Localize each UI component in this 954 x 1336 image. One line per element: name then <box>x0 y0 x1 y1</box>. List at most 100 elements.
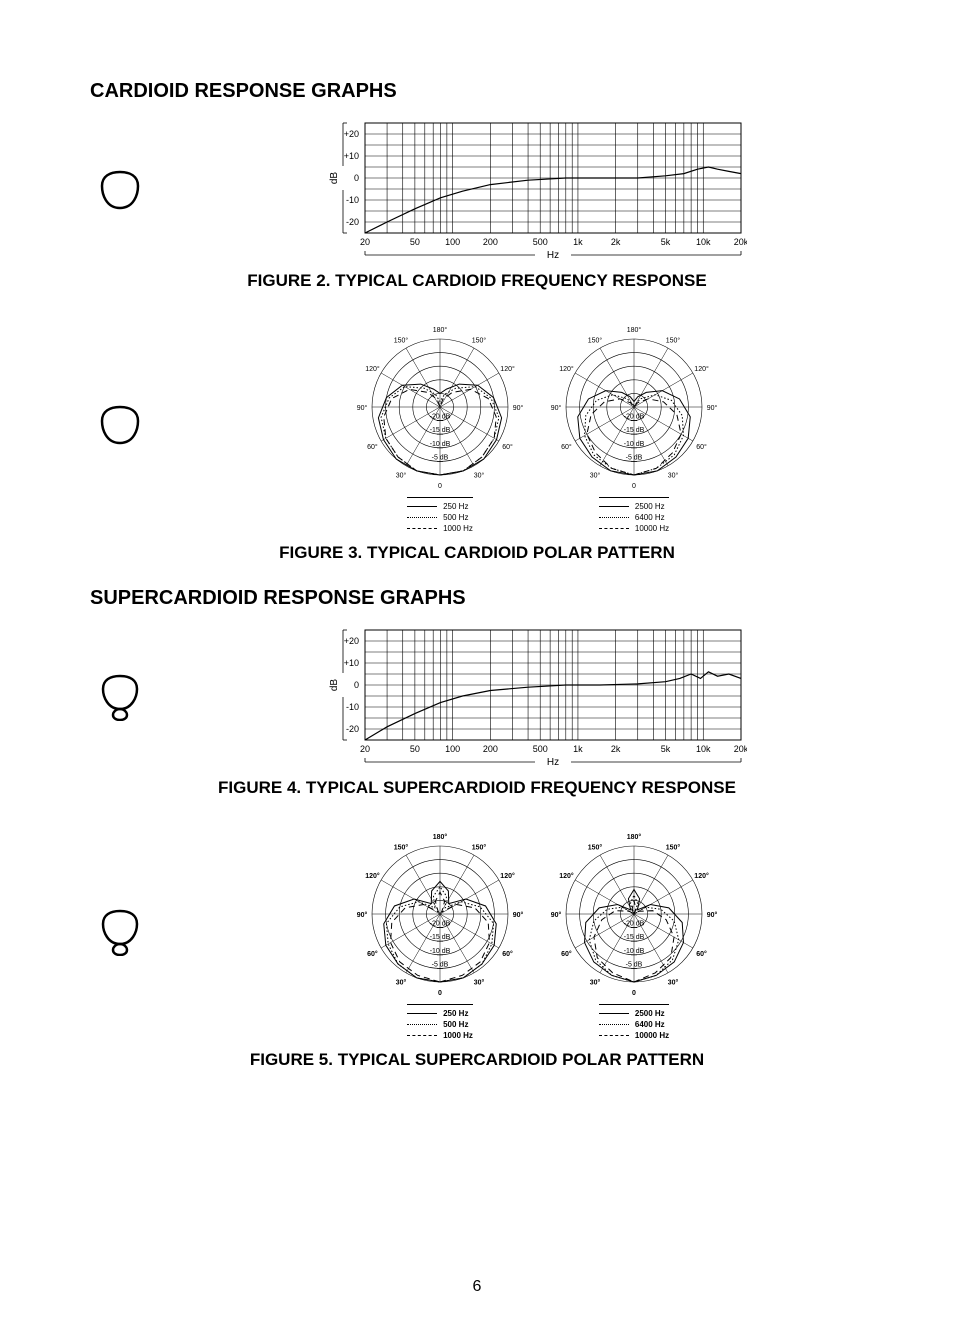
svg-text:-15 dB: -15 dB <box>430 934 451 941</box>
svg-text:50: 50 <box>410 237 420 247</box>
svg-text:200: 200 <box>483 237 498 247</box>
svg-text:60°: 60° <box>561 443 572 451</box>
svg-text:60°: 60° <box>502 443 513 451</box>
figure-4-block: +20+100-10-2020501002005001k2k5k10k20k H… <box>90 624 864 770</box>
svg-text:150°: 150° <box>666 843 681 851</box>
svg-text:-5 dB: -5 dB <box>432 454 449 461</box>
svg-text:30°: 30° <box>668 472 679 480</box>
svg-text:100: 100 <box>445 744 460 754</box>
svg-text:500: 500 <box>533 237 548 247</box>
svg-text:0: 0 <box>438 990 442 997</box>
figure-5-block: 0 30° 60° 90° 120° 150° 180° 150° 120° 90° 60° 30° -… <box>90 822 864 1042</box>
svg-text:180°: 180° <box>433 833 448 841</box>
figure-4-caption: FIGURE 4. TYPICAL SUPERCARDIOID FREQUENC… <box>90 778 864 798</box>
svg-text:10k: 10k <box>696 237 711 247</box>
svg-text:60°: 60° <box>696 443 707 451</box>
svg-text:2k: 2k <box>611 744 621 754</box>
svg-text:30°: 30° <box>396 472 407 480</box>
svg-text:0: 0 <box>438 483 442 490</box>
svg-text:20: 20 <box>360 744 370 754</box>
svg-text:120°: 120° <box>365 365 380 373</box>
svg-text:0: 0 <box>354 173 359 183</box>
svg-text:dB: dB <box>329 172 340 185</box>
svg-text:+20: +20 <box>344 129 359 139</box>
svg-text:1k: 1k <box>573 744 583 754</box>
svg-text:150°: 150° <box>588 843 603 851</box>
svg-text:30°: 30° <box>474 979 485 987</box>
svg-text:20k: 20k <box>734 237 747 247</box>
svg-text:20k: 20k <box>734 744 747 754</box>
svg-text:1k: 1k <box>573 237 583 247</box>
svg-text:+10: +10 <box>344 658 359 668</box>
svg-text:0: 0 <box>632 990 636 997</box>
polar-chart-supercardioid: 0 30° 60° 90° 120° 150° 180° 150° 120° 90° 60° 30° -… <box>210 822 864 1042</box>
svg-text:0: 0 <box>632 483 636 490</box>
svg-text:90°: 90° <box>551 911 562 919</box>
svg-text:90°: 90° <box>707 404 718 412</box>
svg-text:150°: 150° <box>472 336 487 344</box>
svg-text:180°: 180° <box>433 326 448 334</box>
svg-text:90°: 90° <box>357 404 368 412</box>
svg-text:-10: -10 <box>346 702 359 712</box>
svg-text:30°: 30° <box>668 979 679 987</box>
svg-text:-10 dB: -10 dB <box>624 948 645 955</box>
svg-text:90°: 90° <box>513 404 524 412</box>
svg-text:-10 dB: -10 dB <box>430 948 451 955</box>
svg-text:150°: 150° <box>394 336 409 344</box>
freq-chart-cardioid: +20+100-10-2020501002005001k2k5k10k20k H… <box>210 117 864 263</box>
supercardioid-icon <box>90 908 150 956</box>
svg-text:60°: 60° <box>502 950 513 958</box>
svg-text:500: 500 <box>533 744 548 754</box>
svg-text:120°: 120° <box>694 365 709 373</box>
svg-text:-20: -20 <box>346 724 359 734</box>
svg-text:-10 dB: -10 dB <box>624 441 645 448</box>
figure-2-block: +20+100-10-2020501002005001k2k5k10k20k H… <box>90 117 864 263</box>
svg-text:-20 dB: -20 dB <box>430 414 451 421</box>
svg-text:-20: -20 <box>346 217 359 227</box>
svg-text:-10: -10 <box>346 195 359 205</box>
svg-text:200: 200 <box>483 744 498 754</box>
svg-text:30°: 30° <box>474 472 485 480</box>
svg-text:5k: 5k <box>661 237 671 247</box>
svg-text:+10: +10 <box>344 151 359 161</box>
svg-text:-20 dB: -20 dB <box>624 414 645 421</box>
figure-3-block: 0 30° 60° 90° 120° 150° 180° 150° 120° 90° 60° 30° -… <box>90 315 864 535</box>
svg-text:30°: 30° <box>590 979 601 987</box>
figure-3-caption: FIGURE 3. TYPICAL CARDIOID POLAR PATTERN <box>90 543 864 563</box>
svg-text:60°: 60° <box>696 950 707 958</box>
svg-text:60°: 60° <box>367 950 378 958</box>
svg-text:120°: 120° <box>694 872 709 880</box>
svg-text:120°: 120° <box>500 872 515 880</box>
svg-text:50: 50 <box>410 744 420 754</box>
svg-text:0: 0 <box>354 680 359 690</box>
svg-text:60°: 60° <box>367 443 378 451</box>
svg-text:180°: 180° <box>627 833 642 841</box>
svg-text:90°: 90° <box>707 911 718 919</box>
svg-text:60°: 60° <box>561 950 572 958</box>
svg-text:+20: +20 <box>344 636 359 646</box>
svg-text:-5 dB: -5 dB <box>432 961 449 968</box>
svg-text:150°: 150° <box>472 843 487 851</box>
svg-text:-15 dB: -15 dB <box>624 427 645 434</box>
svg-text:-15 dB: -15 dB <box>430 427 451 434</box>
svg-text:dB: dB <box>329 679 340 692</box>
svg-text:180°: 180° <box>627 326 642 334</box>
supercardioid-icon <box>90 673 150 721</box>
svg-text:2k: 2k <box>611 237 621 247</box>
section-heading-supercardioid: SUPERCARDIOID RESPONSE GRAPHS <box>90 587 864 610</box>
svg-text:100: 100 <box>445 237 460 247</box>
svg-text:-20 dB: -20 dB <box>624 921 645 928</box>
svg-text:10k: 10k <box>696 744 711 754</box>
figure-5-caption: FIGURE 5. TYPICAL SUPERCARDIOID POLAR PA… <box>90 1050 864 1070</box>
freq-chart-supercardioid: +20+100-10-2020501002005001k2k5k10k20k H… <box>210 624 864 770</box>
svg-text:Hz: Hz <box>547 250 559 261</box>
svg-text:150°: 150° <box>666 336 681 344</box>
svg-text:Hz: Hz <box>547 757 559 768</box>
svg-text:-5 dB: -5 dB <box>626 454 643 461</box>
svg-text:120°: 120° <box>559 872 574 880</box>
svg-text:90°: 90° <box>551 404 562 412</box>
svg-text:150°: 150° <box>588 336 603 344</box>
polar-chart-cardioid: 0 30° 60° 90° 120° 150° 180° 150° 120° 90° 60° 30° -… <box>210 315 864 535</box>
section-heading-cardioid: CARDIOID RESPONSE GRAPHS <box>90 80 864 103</box>
page-number: 6 <box>0 1278 954 1296</box>
